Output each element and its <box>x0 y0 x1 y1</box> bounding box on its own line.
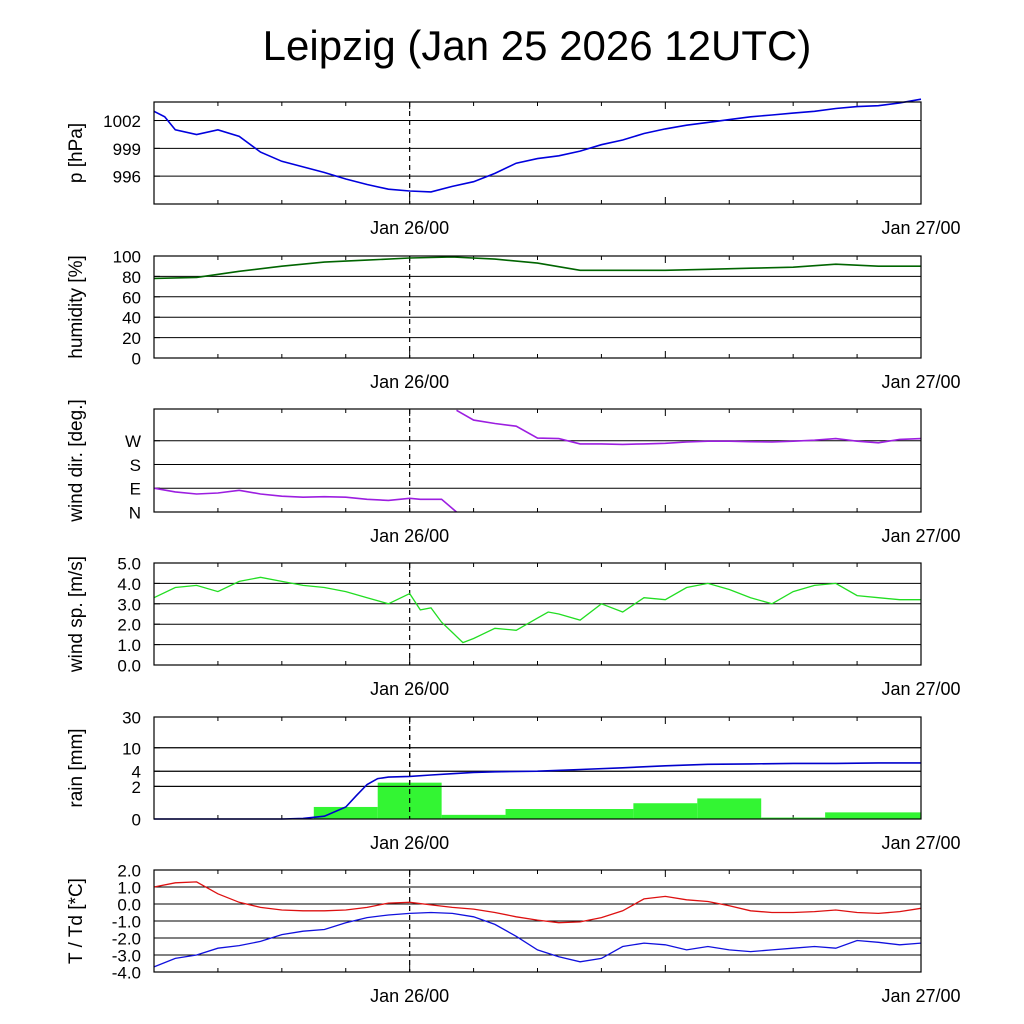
x-tick-label: Jan 27/00 <box>881 679 960 699</box>
rain-bar <box>633 803 698 819</box>
y-tick-label: 3.0 <box>117 595 141 614</box>
plot-frame <box>153 408 922 513</box>
plot-frame <box>153 716 922 820</box>
y-tick-label: -2.0 <box>112 930 141 949</box>
y-tick-label: 100 <box>113 248 141 267</box>
y-tick-label: 4.0 <box>117 575 141 594</box>
dewpoint-line <box>153 911 922 968</box>
x-tick-label: Jan 26/00 <box>370 986 449 1006</box>
rain-bar <box>825 812 921 819</box>
y-axis-label: wind dir. [deg.] <box>66 399 87 523</box>
rain-bar <box>761 817 826 819</box>
y-tick-label: 996 <box>113 168 141 187</box>
plot-frame <box>153 255 922 359</box>
y-tick-label: 1.0 <box>117 636 141 655</box>
y-tick-label: 5.0 <box>117 555 141 574</box>
y-axis-label: humidity [%] <box>66 255 87 358</box>
y-tick-label: 0.0 <box>117 657 141 676</box>
plot-frame <box>153 101 922 205</box>
y-tick-label: 60 <box>122 288 141 307</box>
y-axis-label: rain [mm] <box>66 728 87 807</box>
y-axis-label: T / Td [*C] <box>66 878 87 964</box>
panel-4 <box>153 716 922 820</box>
rain-bar <box>505 809 634 819</box>
x-tick-label: Jan 27/00 <box>881 218 960 238</box>
y-tick-label: S <box>130 456 141 475</box>
panel-5 <box>153 869 922 973</box>
wind-direction-line <box>153 487 458 513</box>
page-title: Leipzig (Jan 25 2026 12UTC) <box>262 22 812 69</box>
humidity-line <box>153 256 921 280</box>
rain-bar <box>697 798 762 819</box>
y-tick-label: 4 <box>132 763 141 782</box>
panel-0 <box>153 102 922 204</box>
x-tick-label: Jan 27/00 <box>881 986 960 1006</box>
pressure-line <box>153 98 922 193</box>
y-tick-label: -1.0 <box>112 913 141 932</box>
panel-2 <box>153 409 922 513</box>
y-tick-label: 2.0 <box>117 862 141 881</box>
y-axis-label: wind sp. [m/s] <box>66 556 87 673</box>
y-tick-label: 1002 <box>103 112 141 131</box>
x-tick-label: Jan 26/00 <box>370 833 449 853</box>
x-tick-label: Jan 26/00 <box>370 526 449 546</box>
wind-direction-line <box>456 409 922 446</box>
y-tick-label: 20 <box>122 329 141 348</box>
y-tick-label: 2.0 <box>117 616 141 635</box>
x-tick-label: Jan 26/00 <box>370 679 449 699</box>
y-tick-label: 0.0 <box>117 896 141 915</box>
x-tick-label: Jan 26/00 <box>370 372 449 392</box>
temperature-line <box>153 881 922 924</box>
y-tick-label: 0 <box>132 811 141 830</box>
y-tick-label: -4.0 <box>112 964 141 983</box>
x-tick-label: Jan 27/00 <box>881 526 960 546</box>
wind-speed-line <box>153 576 921 644</box>
x-tick-label: Jan 27/00 <box>881 833 960 853</box>
y-tick-label: E <box>130 480 141 499</box>
y-tick-label: 0 <box>132 350 141 369</box>
x-tick-label: Jan 26/00 <box>370 218 449 238</box>
panel-1 <box>153 255 922 359</box>
y-tick-label: 40 <box>122 309 141 328</box>
y-tick-label: -3.0 <box>112 947 141 966</box>
rain-bar <box>313 806 378 819</box>
y-axis-label: p [hPa] <box>66 123 87 183</box>
y-tick-label: 10 <box>122 739 141 758</box>
rain-cumulative-line <box>154 762 921 820</box>
y-tick-label: 999 <box>113 140 141 159</box>
y-tick-label: 1.0 <box>117 879 141 898</box>
y-tick-label: 2 <box>132 778 141 797</box>
y-tick-label: 30 <box>122 709 141 728</box>
plot-frame <box>153 562 922 666</box>
x-tick-label: Jan 27/00 <box>881 372 960 392</box>
y-tick-label: 80 <box>122 268 141 287</box>
y-tick-label: N <box>129 504 141 523</box>
y-tick-label: W <box>125 432 141 451</box>
plot-frame <box>153 869 922 973</box>
rain-bar <box>441 814 506 819</box>
